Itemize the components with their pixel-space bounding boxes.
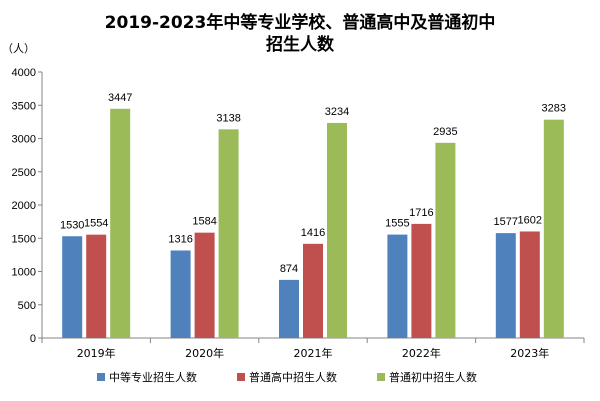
- bar: [543, 119, 564, 338]
- bar: [170, 250, 191, 338]
- y-tick-label: 2000: [12, 200, 36, 212]
- legend-label: 中等专业招生人数: [109, 370, 197, 384]
- x-tick-label: 2019年: [77, 346, 116, 360]
- legend-label: 普通初中招生人数: [389, 370, 477, 384]
- x-tick-label: 2022年: [402, 346, 441, 360]
- bar-value-label: 3138: [216, 112, 240, 124]
- bar-value-label: 1530: [60, 219, 84, 231]
- bar: [194, 232, 215, 338]
- bar-value-label: 1602: [518, 214, 542, 226]
- bar-value-label: 1584: [192, 216, 216, 228]
- bars: 1530 1316 874 1555 1577 1554 1584 1416 1716 1602 3…: [60, 92, 566, 339]
- x-tick-label: 2020年: [185, 346, 224, 360]
- bar-value-label: 1555: [385, 218, 409, 230]
- y-tick-label: 3000: [12, 134, 36, 146]
- bar-value-label: 2935: [433, 126, 457, 138]
- bar: [279, 279, 299, 338]
- y-tick-label: 1500: [12, 233, 36, 245]
- y-tick-label: 1000: [12, 267, 36, 279]
- bar-value-label: 3447: [108, 92, 132, 104]
- y-tick-label: 500: [18, 300, 36, 312]
- chart-title-line-1: 2019-2023年中等专业学校、普通高中及普通初中: [105, 12, 496, 33]
- bar: [62, 236, 83, 338]
- bar: [303, 243, 323, 338]
- bar-value-label: 874: [280, 263, 298, 275]
- y-unit-label: （人）: [2, 42, 35, 55]
- bar-value-label: 3283: [542, 103, 566, 115]
- bar: [387, 234, 408, 338]
- legend-swatch: [377, 373, 385, 381]
- bar-value-label: 1716: [409, 207, 433, 219]
- bar-value-label: 1316: [168, 233, 192, 245]
- y-tick-label: 0: [30, 333, 36, 345]
- legend-swatch: [237, 373, 245, 381]
- legend-swatch: [97, 373, 105, 381]
- bar: [435, 142, 456, 338]
- bar: [327, 122, 347, 339]
- y-tick-label: 3500: [12, 100, 36, 112]
- bar-value-label: 3234: [325, 106, 349, 118]
- bar: [110, 108, 131, 338]
- bar-value-label: 1416: [301, 227, 325, 239]
- bar: [495, 233, 516, 338]
- legend-label: 普通高中招生人数: [249, 370, 337, 384]
- x-tick-label: 2023年: [510, 346, 549, 360]
- y-tick-label: 4000: [12, 67, 36, 79]
- bar: [519, 231, 540, 338]
- x-tick-label: 2021年: [294, 346, 333, 360]
- bar: [86, 234, 107, 338]
- x-axis: 2019年 2020年 2021年 2022年 2023年: [41, 337, 585, 360]
- bar-value-label: 1554: [84, 218, 108, 230]
- bar-value-label: 1577: [494, 216, 518, 228]
- legend: 中等专业招生人数 普通高中招生人数 普通初中招生人数: [97, 370, 477, 384]
- y-axis: 0 500 1000 1500 2000 2500 3000 3500 4000: [12, 67, 43, 345]
- chart-title-line-2: 招生人数: [266, 34, 335, 55]
- bar: [218, 129, 239, 338]
- y-tick-label: 2500: [12, 167, 36, 179]
- bar: [411, 223, 432, 338]
